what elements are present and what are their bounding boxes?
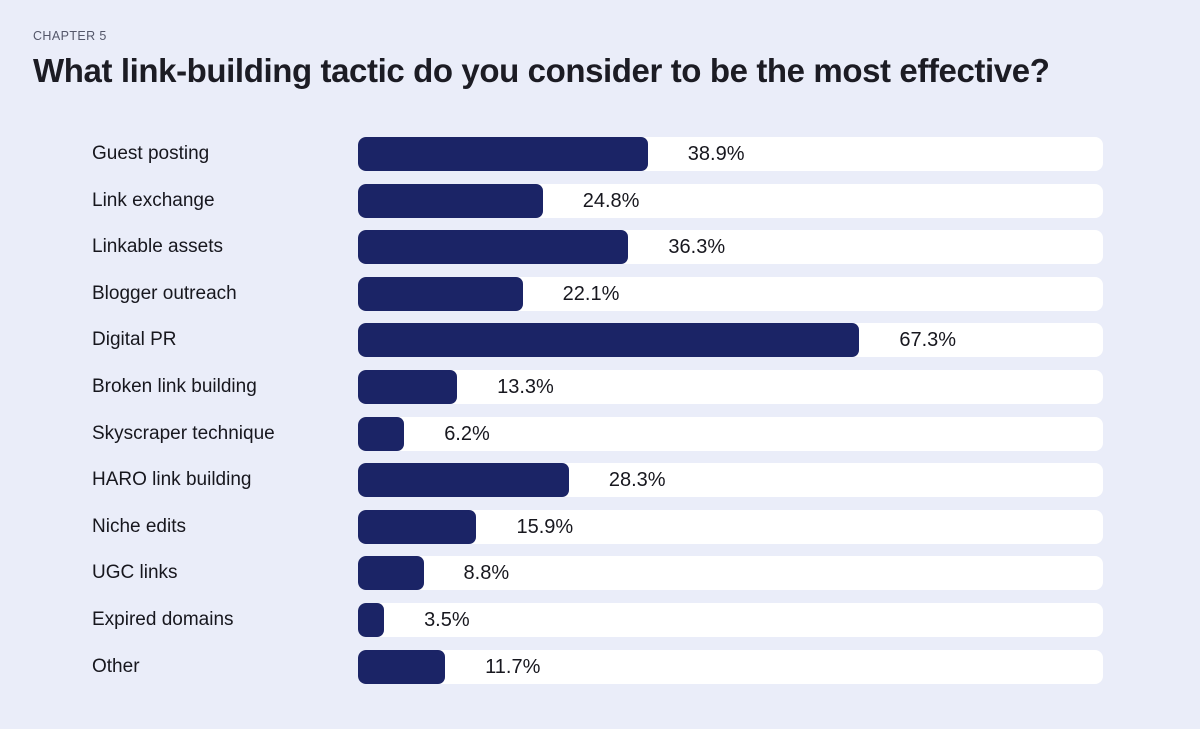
bar-track: 6.2% xyxy=(358,416,1103,451)
value-label: 24.8% xyxy=(582,189,640,212)
category-label: Guest posting xyxy=(92,143,210,164)
category-label: HARO link building xyxy=(92,469,252,491)
bar-fill xyxy=(358,276,523,311)
bar-track: 36.3% xyxy=(358,230,1103,265)
value-label: 28.3% xyxy=(608,469,666,492)
chart-row: Expired domains 3.5% xyxy=(92,602,1200,637)
category-label: Digital PR xyxy=(92,329,177,351)
value-label: 11.7% xyxy=(485,655,541,678)
value-label: 3.5% xyxy=(424,608,470,631)
category-label: Other xyxy=(92,655,140,677)
category-label: Expired domains xyxy=(92,608,234,630)
bar-fill xyxy=(358,137,648,171)
bar-fill xyxy=(358,463,569,498)
chart-row: Guest posting 38.9% xyxy=(92,137,1200,171)
bar-track: 11.7% xyxy=(358,649,1103,684)
bar-track: 24.8% xyxy=(358,183,1103,218)
bar-fill xyxy=(358,649,446,684)
chart-row: Skyscraper technique 6.2% xyxy=(92,416,1200,451)
page-title: What link-building tactic do you conside… xyxy=(33,52,1050,89)
bar-fill xyxy=(358,556,424,591)
value-label: 15.9% xyxy=(516,515,574,538)
chart-row: Digital PR 67.3% xyxy=(92,323,1200,358)
bar-fill xyxy=(358,230,629,265)
value-label: 13.3% xyxy=(497,375,554,398)
chart-row: Blogger outreach 22.1% xyxy=(92,276,1200,311)
chapter-kicker: CHAPTER 5 xyxy=(33,29,107,43)
category-label: Blogger outreach xyxy=(92,282,237,304)
chart-row: HARO link building 28.3% xyxy=(92,463,1200,498)
bar-fill xyxy=(358,602,385,637)
chart-row: UGC links 8.8% xyxy=(92,556,1200,591)
bar-fill xyxy=(358,369,458,404)
bar-track: 22.1% xyxy=(358,276,1103,311)
chart-row: Niche edits 15.9% xyxy=(92,509,1200,544)
bar-fill xyxy=(358,183,543,218)
category-label: UGC links xyxy=(92,562,178,584)
category-label: Niche edits xyxy=(92,515,186,537)
chart-header: CHAPTER 5 What link-building tactic do y… xyxy=(0,0,1200,91)
bar-fill xyxy=(358,509,477,544)
bar-track: 15.9% xyxy=(358,509,1103,544)
value-label: 67.3% xyxy=(899,329,957,352)
bar-fill xyxy=(358,416,405,451)
chart-row: Link exchange 24.8% xyxy=(92,183,1200,218)
value-label: 22.1% xyxy=(562,282,620,305)
bar-chart: Guest posting 38.9% Link exchange 24.8% … xyxy=(92,137,1200,684)
value-label: 6.2% xyxy=(444,422,490,445)
value-label: 8.8% xyxy=(463,562,510,585)
category-label: Broken link building xyxy=(92,375,257,397)
bar-track: 67.3% xyxy=(358,323,1103,358)
bar-track: 13.3% xyxy=(358,369,1103,404)
bar-track: 28.3% xyxy=(358,463,1103,498)
category-label: Skyscraper technique xyxy=(92,422,275,444)
bar-fill xyxy=(358,323,860,358)
category-label: Link exchange xyxy=(92,189,215,211)
bar-track: 8.8% xyxy=(358,556,1103,591)
chart-row: Other 11.7% xyxy=(92,649,1200,684)
bar-track: 3.5% xyxy=(358,602,1103,637)
category-label: Linkable assets xyxy=(92,236,223,258)
chart-row: Linkable assets 36.3% xyxy=(92,230,1200,265)
chart-row: Broken link building 13.3% xyxy=(92,369,1200,404)
bar-track: 38.9% xyxy=(358,137,1103,171)
value-label: 36.3% xyxy=(668,236,726,259)
value-label: 38.9% xyxy=(687,143,745,165)
